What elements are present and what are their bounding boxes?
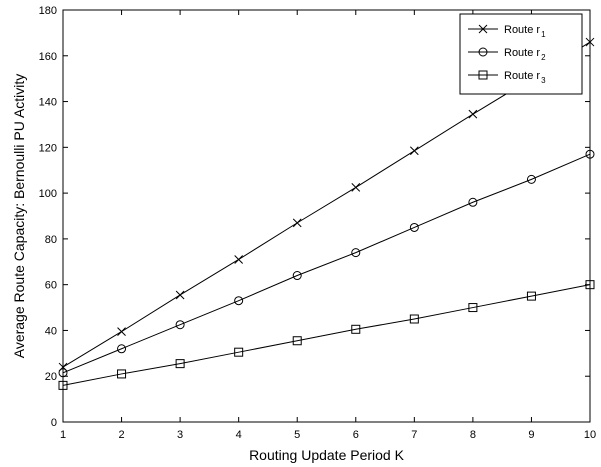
series-1-point xyxy=(292,218,302,228)
y-tick-label: 180 xyxy=(39,5,57,17)
series-1-point xyxy=(351,183,361,192)
legend-label: Route r1 xyxy=(504,24,546,39)
marker-stroke xyxy=(585,37,595,47)
series-3-line xyxy=(62,284,591,386)
marker-stroke xyxy=(175,290,185,300)
series-2-line xyxy=(62,153,591,374)
series-3-point xyxy=(468,303,478,313)
marker-stroke xyxy=(478,24,488,34)
y-tick-label: 120 xyxy=(39,142,57,154)
y-tick-label: 160 xyxy=(39,51,57,63)
marker-stroke xyxy=(292,218,302,228)
series-1-point xyxy=(468,109,478,119)
x-axis: 1 2 3 4 5 6 7 8 9 10 xyxy=(60,10,596,441)
series-3-point xyxy=(234,347,244,357)
series-2-point xyxy=(351,248,361,258)
y-tick-label: 60 xyxy=(45,280,57,292)
series-1-point xyxy=(234,255,244,264)
x-tick-label: 8 xyxy=(470,429,476,441)
series-1 xyxy=(58,37,595,372)
series-2-point xyxy=(409,222,419,232)
marker-stroke xyxy=(117,327,126,336)
legend-entry-1: Route r1 xyxy=(468,24,546,39)
series-2-point xyxy=(58,368,68,378)
legend-entry-3: Route r3 xyxy=(468,70,546,85)
series-2-point xyxy=(234,296,244,306)
series-3 xyxy=(58,280,595,390)
legend-box xyxy=(459,13,583,95)
series-3-point xyxy=(175,359,185,369)
series-layer xyxy=(58,37,595,390)
series-3-point xyxy=(58,380,68,390)
series-2 xyxy=(58,149,595,378)
y-axis-label: Average Route Capacity: Bernoulli PU Act… xyxy=(11,74,27,359)
legend-label: Route r3 xyxy=(504,70,546,85)
x-tick-label: 2 xyxy=(118,429,124,441)
series-3-point xyxy=(585,280,595,290)
legend-marker xyxy=(478,70,488,80)
series-3-point xyxy=(117,369,127,379)
series-3-point xyxy=(292,336,302,346)
series-1-point xyxy=(117,327,126,336)
marker-stroke xyxy=(351,183,361,192)
marker-stroke xyxy=(234,255,244,264)
x-axis-label: Routing Update Period K xyxy=(249,447,405,463)
y-tick-label: 20 xyxy=(45,371,57,383)
x-tick-label: 6 xyxy=(353,429,359,441)
legend-entry-2: Route r2 xyxy=(468,47,546,62)
series-1-point xyxy=(175,290,185,300)
series-1-point xyxy=(585,37,595,47)
y-tick-label: 140 xyxy=(39,97,57,109)
marker-stroke xyxy=(409,146,419,156)
legend-marker xyxy=(478,47,488,57)
legend-label: Route r2 xyxy=(504,47,546,62)
series-3-point xyxy=(351,324,361,334)
x-tick-label: 1 xyxy=(60,429,66,441)
series-1-line xyxy=(62,41,591,368)
series-3-point xyxy=(409,314,419,324)
series-2-point xyxy=(292,271,302,281)
series-2-point xyxy=(526,174,536,184)
series-1-point xyxy=(409,146,419,156)
x-tick-label: 7 xyxy=(411,429,417,441)
legend: Route r1 Route r2 Route r3 xyxy=(459,13,583,95)
series-2-point xyxy=(175,320,185,330)
series-2-point xyxy=(117,344,127,354)
x-tick-label: 10 xyxy=(584,429,596,441)
x-tick-label: 4 xyxy=(236,429,242,441)
legend-marker xyxy=(478,24,488,34)
y-tick-label: 40 xyxy=(45,325,57,337)
series-2-point xyxy=(585,149,595,159)
y-tick-label: 0 xyxy=(51,417,57,429)
x-tick-label: 9 xyxy=(528,429,534,441)
series-3-point xyxy=(526,291,536,301)
y-tick-label: 80 xyxy=(45,234,57,246)
marker-stroke xyxy=(468,109,478,119)
x-tick-label: 5 xyxy=(294,429,300,441)
y-axis: 0 20 40 60 80 100 120 140 160 180 xyxy=(39,5,590,429)
y-tick-label: 100 xyxy=(39,188,57,200)
series-2-point xyxy=(468,197,478,207)
x-tick-label: 3 xyxy=(177,429,183,441)
